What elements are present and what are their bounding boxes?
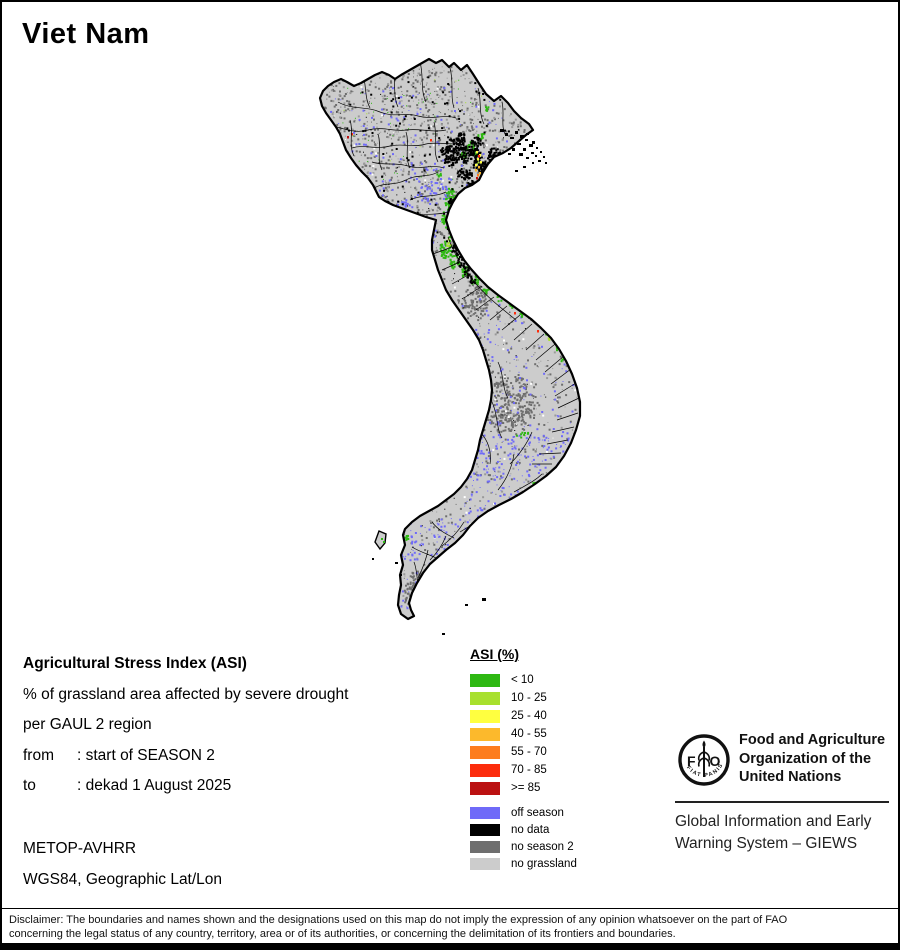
legend-label: 55 - 70 xyxy=(511,746,547,758)
disclaimer-separator xyxy=(2,908,898,909)
info-line-1: % of grassland area affected by severe d… xyxy=(23,685,349,703)
legend-row: no grassland xyxy=(470,855,577,872)
legend-label: no season 2 xyxy=(511,840,574,853)
info-to-line: to : dekad 1 August 2025 xyxy=(23,771,348,802)
legend-swatch xyxy=(470,823,500,836)
legend-swatch xyxy=(470,857,500,870)
disclaimer-line: Disclaimer: The boundaries and names sho… xyxy=(9,914,788,926)
from-label: from xyxy=(23,746,54,764)
info-heading: Agricultural Stress Index (ASI) xyxy=(23,655,247,672)
legend-label: 40 - 55 xyxy=(511,728,547,740)
info-block: Agricultural Stress Index (ASI) % of gra… xyxy=(23,649,348,802)
giews-line: Warning System – GIEWS xyxy=(675,834,858,852)
from-value: : start of SEASON 2 xyxy=(77,746,215,764)
legend-gap xyxy=(470,797,577,804)
to-label: to xyxy=(23,777,36,794)
disclaimer-line: concerning the legal status of any count… xyxy=(9,928,676,940)
legend-row: 70 - 85 xyxy=(470,761,577,779)
legend-swatch xyxy=(470,727,500,741)
legend-label: no data xyxy=(511,823,550,836)
giews-label: Global Information and Early Warning Sys… xyxy=(675,811,871,854)
fao-organization-name: Food and Agriculture Organization of the… xyxy=(739,731,885,787)
legend-label: 70 - 85 xyxy=(511,764,547,776)
wheat-ear-icon xyxy=(697,740,711,777)
legend-label: off season xyxy=(511,806,564,819)
legend: ASI (%) < 10 10 - 25 25 - 40 40 - 55 55 … xyxy=(470,646,577,872)
fao-divider xyxy=(675,801,889,803)
bottom-border-bar xyxy=(2,943,898,948)
legend-title: ASI (%) xyxy=(470,646,519,662)
to-value: : dekad 1 August 2025 xyxy=(77,777,232,794)
legend-swatch xyxy=(470,709,500,723)
fao-logo-letter-f: F xyxy=(687,753,696,769)
fao-name-line: United Nations xyxy=(739,769,842,786)
legend-row: < 10 xyxy=(470,671,577,689)
sensor-line: METOP-AVHRR xyxy=(23,840,137,857)
legend-swatch xyxy=(470,691,500,705)
legend-row: 25 - 40 xyxy=(470,707,577,725)
legend-label: >= 85 xyxy=(511,782,541,794)
legend-swatch xyxy=(470,673,500,687)
legend-label: 10 - 25 xyxy=(511,692,547,704)
province-boundaries xyxy=(326,61,580,593)
legend-row: no season 2 xyxy=(470,838,577,855)
legend-label: 25 - 40 xyxy=(511,710,547,722)
legend-row: no data xyxy=(470,821,577,838)
fao-logo-icon: F O FIAT PANIS xyxy=(678,734,730,786)
islands-layer xyxy=(372,129,547,635)
page-title: Viet Nam xyxy=(22,18,150,50)
disclaimer: Disclaimer: The boundaries and names sho… xyxy=(9,913,891,941)
giews-line: Global Information and Early xyxy=(675,813,872,830)
fao-name-line: Food and Agriculture xyxy=(739,732,886,748)
legend-label: no grassland xyxy=(511,857,577,870)
info-line-2: per GAUL 2 region xyxy=(23,716,152,733)
legend-swatch xyxy=(470,745,500,759)
legend-row: 55 - 70 xyxy=(470,743,577,761)
projection-line: WGS84, Geographic Lat/Lon xyxy=(23,870,223,888)
fao-name-line: Organization of the xyxy=(739,750,872,767)
legend-row: >= 85 xyxy=(470,779,577,797)
info-from-line: from : start of SEASON 2 xyxy=(23,741,348,772)
legend-swatch xyxy=(470,763,500,777)
legend-swatch xyxy=(470,840,500,853)
legend-swatch xyxy=(470,806,500,819)
legend-row: 10 - 25 xyxy=(470,689,577,707)
legend-row: 40 - 55 xyxy=(470,725,577,743)
legend-label: < 10 xyxy=(511,674,534,686)
source-block: METOP-AVHRR WGS84, Geographic Lat/Lon xyxy=(23,834,222,895)
fao-logo-letter-o: O xyxy=(710,753,721,769)
phu-quoc-island xyxy=(374,530,387,551)
legend-swatch xyxy=(470,781,500,795)
legend-row: off season xyxy=(470,804,577,821)
